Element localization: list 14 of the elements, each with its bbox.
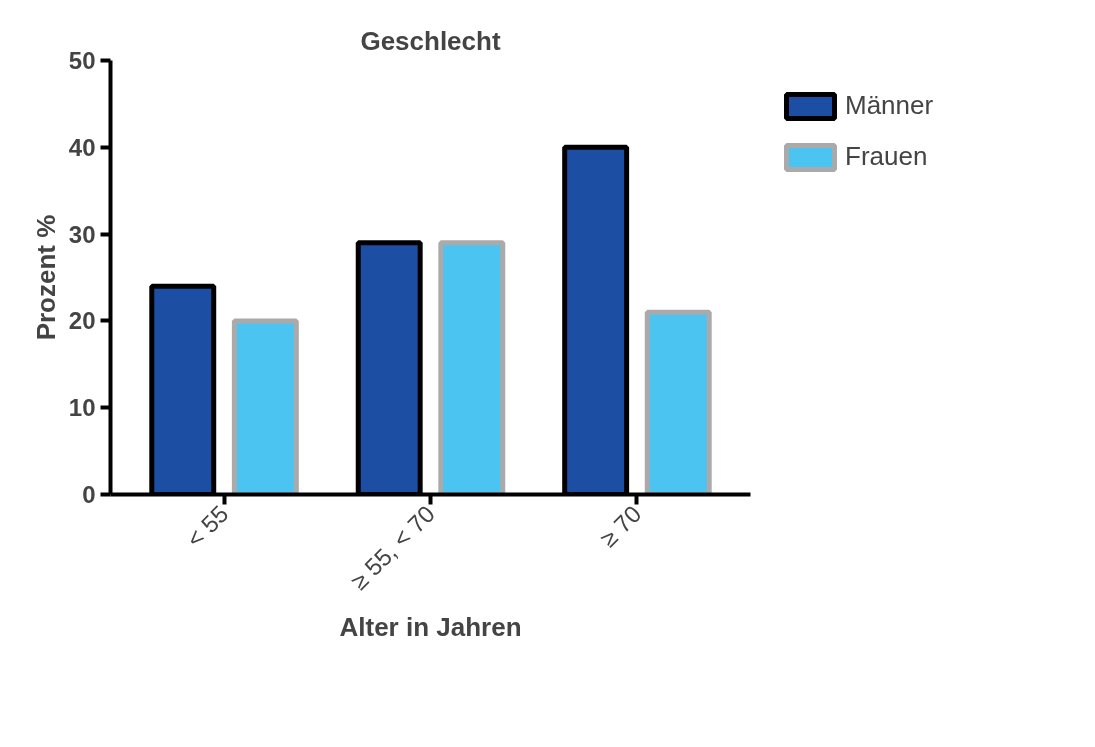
y-tick-label: 40 xyxy=(68,133,96,161)
y-tick-label: 50 xyxy=(68,47,96,74)
y-tick-label: 20 xyxy=(68,307,96,335)
x-tick-label: ≥ 70 xyxy=(594,499,647,552)
y-axis-title: Prozent % xyxy=(30,214,61,341)
x-tick-label: ≥ 55, < 70 xyxy=(345,499,441,595)
legend-label: Männer xyxy=(845,90,934,121)
y-tick-label: 10 xyxy=(68,394,96,422)
y-tick-label: 0 xyxy=(82,481,96,508)
legend-label: Frauen xyxy=(845,141,928,172)
y-tick-label: 30 xyxy=(68,220,96,248)
chart-title: Geschlecht xyxy=(360,25,501,56)
x-tick-label: < 55 xyxy=(181,499,234,553)
x-axis-title: Alter in Jahren xyxy=(339,612,522,643)
